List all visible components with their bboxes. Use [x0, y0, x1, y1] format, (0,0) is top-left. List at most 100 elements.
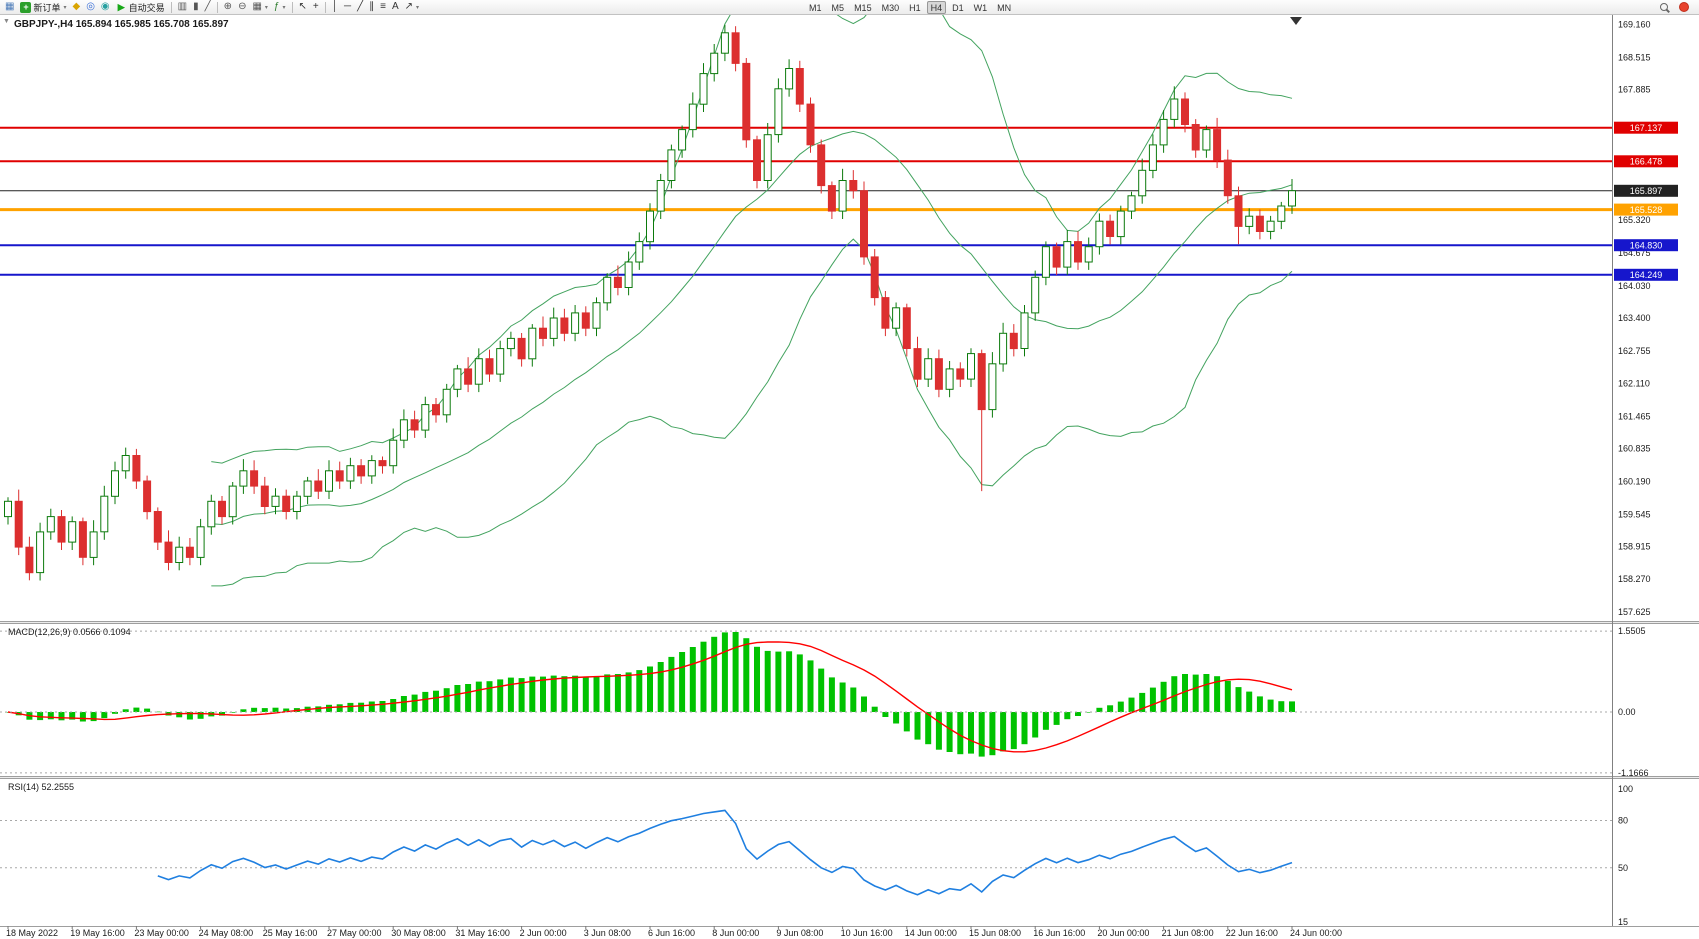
candle	[1245, 208, 1254, 235]
zoom-in-button[interactable]: ⊕	[222, 1, 234, 14]
time-tick-label: 24 May 08:00	[199, 928, 254, 938]
candle	[218, 496, 226, 525]
tile-windows-icon: ▦	[252, 1, 262, 12]
price-badge: 164.830	[1614, 239, 1678, 252]
trendline-button[interactable]: ╱	[355, 1, 365, 14]
notification-icon[interactable]	[1679, 2, 1689, 12]
price-badge-label: 165.897	[1630, 186, 1663, 196]
time-tick-label: 10 Jun 16:00	[841, 928, 893, 938]
candle	[763, 123, 772, 189]
price-tick: 167.885	[1618, 85, 1651, 95]
time-tick-label: 30 May 08:00	[391, 928, 446, 938]
time-tick-label: 19 May 16:00	[70, 928, 125, 938]
candle	[967, 348, 975, 387]
candle	[1106, 214, 1115, 245]
tile-windows-button[interactable]: ▦ ▾	[250, 1, 269, 14]
time-tick-label: 9 Jun 08:00	[776, 928, 823, 938]
price-badge-label: 165.528	[1630, 205, 1663, 215]
fibonacci-button[interactable]: ≡	[378, 1, 388, 14]
timeframe-h4-button[interactable]: H4	[926, 0, 947, 14]
history-center-button[interactable]: ◆	[70, 1, 82, 14]
candle	[646, 203, 654, 250]
price-tick: 158.270	[1618, 574, 1651, 584]
tile-windows-dropdown-icon[interactable]: ▾	[264, 4, 268, 11]
timeframe-h1-button[interactable]: H1	[909, 2, 921, 13]
new-order-button[interactable]: + 新订单 ▾	[18, 1, 68, 14]
text-label-button[interactable]: A	[390, 1, 401, 14]
timeframe-mn-button[interactable]: MN	[997, 2, 1012, 13]
time-tick-label: 14 Jun 00:00	[905, 928, 957, 938]
chart-shift-marker[interactable]	[1290, 17, 1302, 25]
one-click-trading-arrow[interactable]: ▼	[3, 18, 10, 25]
zoom-out-button[interactable]: ⊖	[236, 1, 248, 14]
candle	[1095, 213, 1104, 255]
rsi-scale-tick: 80	[1618, 816, 1628, 826]
candle	[282, 489, 291, 520]
lower-band	[211, 238, 1293, 587]
time-axis[interactable]: 18 May 2022 19 May 16:00 23 May 00:00 24 Ma…	[0, 926, 1699, 938]
timeframe-m5-button[interactable]: M5	[831, 2, 845, 13]
candle	[571, 305, 580, 342]
panel-splitter[interactable]	[0, 621, 1699, 624]
timeframe-m1-button[interactable]: M1	[809, 2, 822, 13]
new-order-icon: +	[20, 1, 32, 13]
candle	[399, 409, 408, 449]
rsi-scale-tick: 100	[1618, 784, 1633, 794]
candle	[1202, 125, 1211, 158]
panel-splitter[interactable]	[0, 776, 1699, 779]
crosshair-button[interactable]: +	[311, 1, 321, 14]
bar-chart-icon: ▥	[177, 1, 188, 12]
candle	[795, 60, 804, 112]
indicators-button[interactable]: ƒ ▾	[272, 1, 288, 14]
timeframe-m15-button[interactable]: M15	[854, 2, 872, 13]
equidistant-channel-button[interactable]: ∥	[367, 1, 376, 14]
timeframe-w1-button[interactable]: W1	[973, 2, 988, 13]
bollinger-bands	[211, 15, 1293, 587]
new-chart-button[interactable]: ▦	[3, 1, 16, 14]
candle	[1213, 117, 1222, 168]
price-badge: 164.249	[1614, 268, 1678, 281]
data-window-button[interactable]: ◉	[99, 1, 112, 14]
chart-title: GBPJPY-,H4 165.894 165.985 165.708 165.8…	[14, 19, 229, 30]
indicators-dropdown-icon[interactable]: ▾	[282, 4, 286, 11]
timeframe-group: M1 M5 M15 M30 H1 H4 D1 W1 MN	[804, 0, 1016, 14]
candle	[592, 297, 601, 337]
market-watch-button[interactable]: ◎	[84, 1, 97, 14]
timeframe-m30-button[interactable]: M30	[881, 2, 900, 13]
candle	[25, 536, 34, 581]
time-tick-label: 25 May 16:00	[263, 928, 318, 938]
candle	[817, 139, 826, 194]
candle	[988, 352, 997, 418]
candle	[1223, 149, 1232, 204]
vertical-line-button[interactable]: │	[330, 1, 340, 14]
trendline-icon: ╱	[357, 1, 364, 12]
cursor-button[interactable]: ↖	[297, 1, 309, 14]
candlestick-chart-button[interactable]: ▮	[191, 1, 201, 14]
new-order-dropdown-icon[interactable]: ▾	[63, 4, 67, 11]
candle	[346, 457, 355, 489]
candle	[421, 396, 430, 438]
search-button[interactable]	[1653, 1, 1675, 14]
candle	[892, 302, 901, 337]
line-chart-button[interactable]: ╱	[203, 1, 213, 14]
line-chart-icon: ╱	[204, 1, 211, 12]
horizontal-line-button[interactable]: ─	[342, 1, 353, 14]
candle	[314, 469, 323, 499]
macd-scale-tick: 0.00	[1618, 707, 1636, 717]
search-icon	[1660, 3, 1668, 11]
timeframe-d1-button[interactable]: D1	[952, 2, 964, 13]
bar-chart-button[interactable]: ▥	[176, 1, 189, 14]
candle	[1255, 209, 1264, 240]
candle	[68, 516, 77, 550]
candle	[46, 508, 55, 540]
price-axis[interactable]: 169.160 168.515 167.885 165.320 164.675 164.0…	[1612, 15, 1679, 926]
rsi-panel: 100 80 50 15	[0, 784, 1633, 927]
autotrading-button[interactable]: ▶ 自动交易	[114, 1, 167, 14]
candle	[1159, 110, 1168, 153]
arrow-objects-button[interactable]: ↗ ▾	[403, 1, 421, 14]
autotrading-label: 自动交易	[128, 2, 165, 13]
arrow-objects-dropdown-icon[interactable]: ▾	[416, 4, 420, 11]
price-tick: 165.320	[1618, 215, 1651, 225]
candle	[956, 362, 965, 387]
